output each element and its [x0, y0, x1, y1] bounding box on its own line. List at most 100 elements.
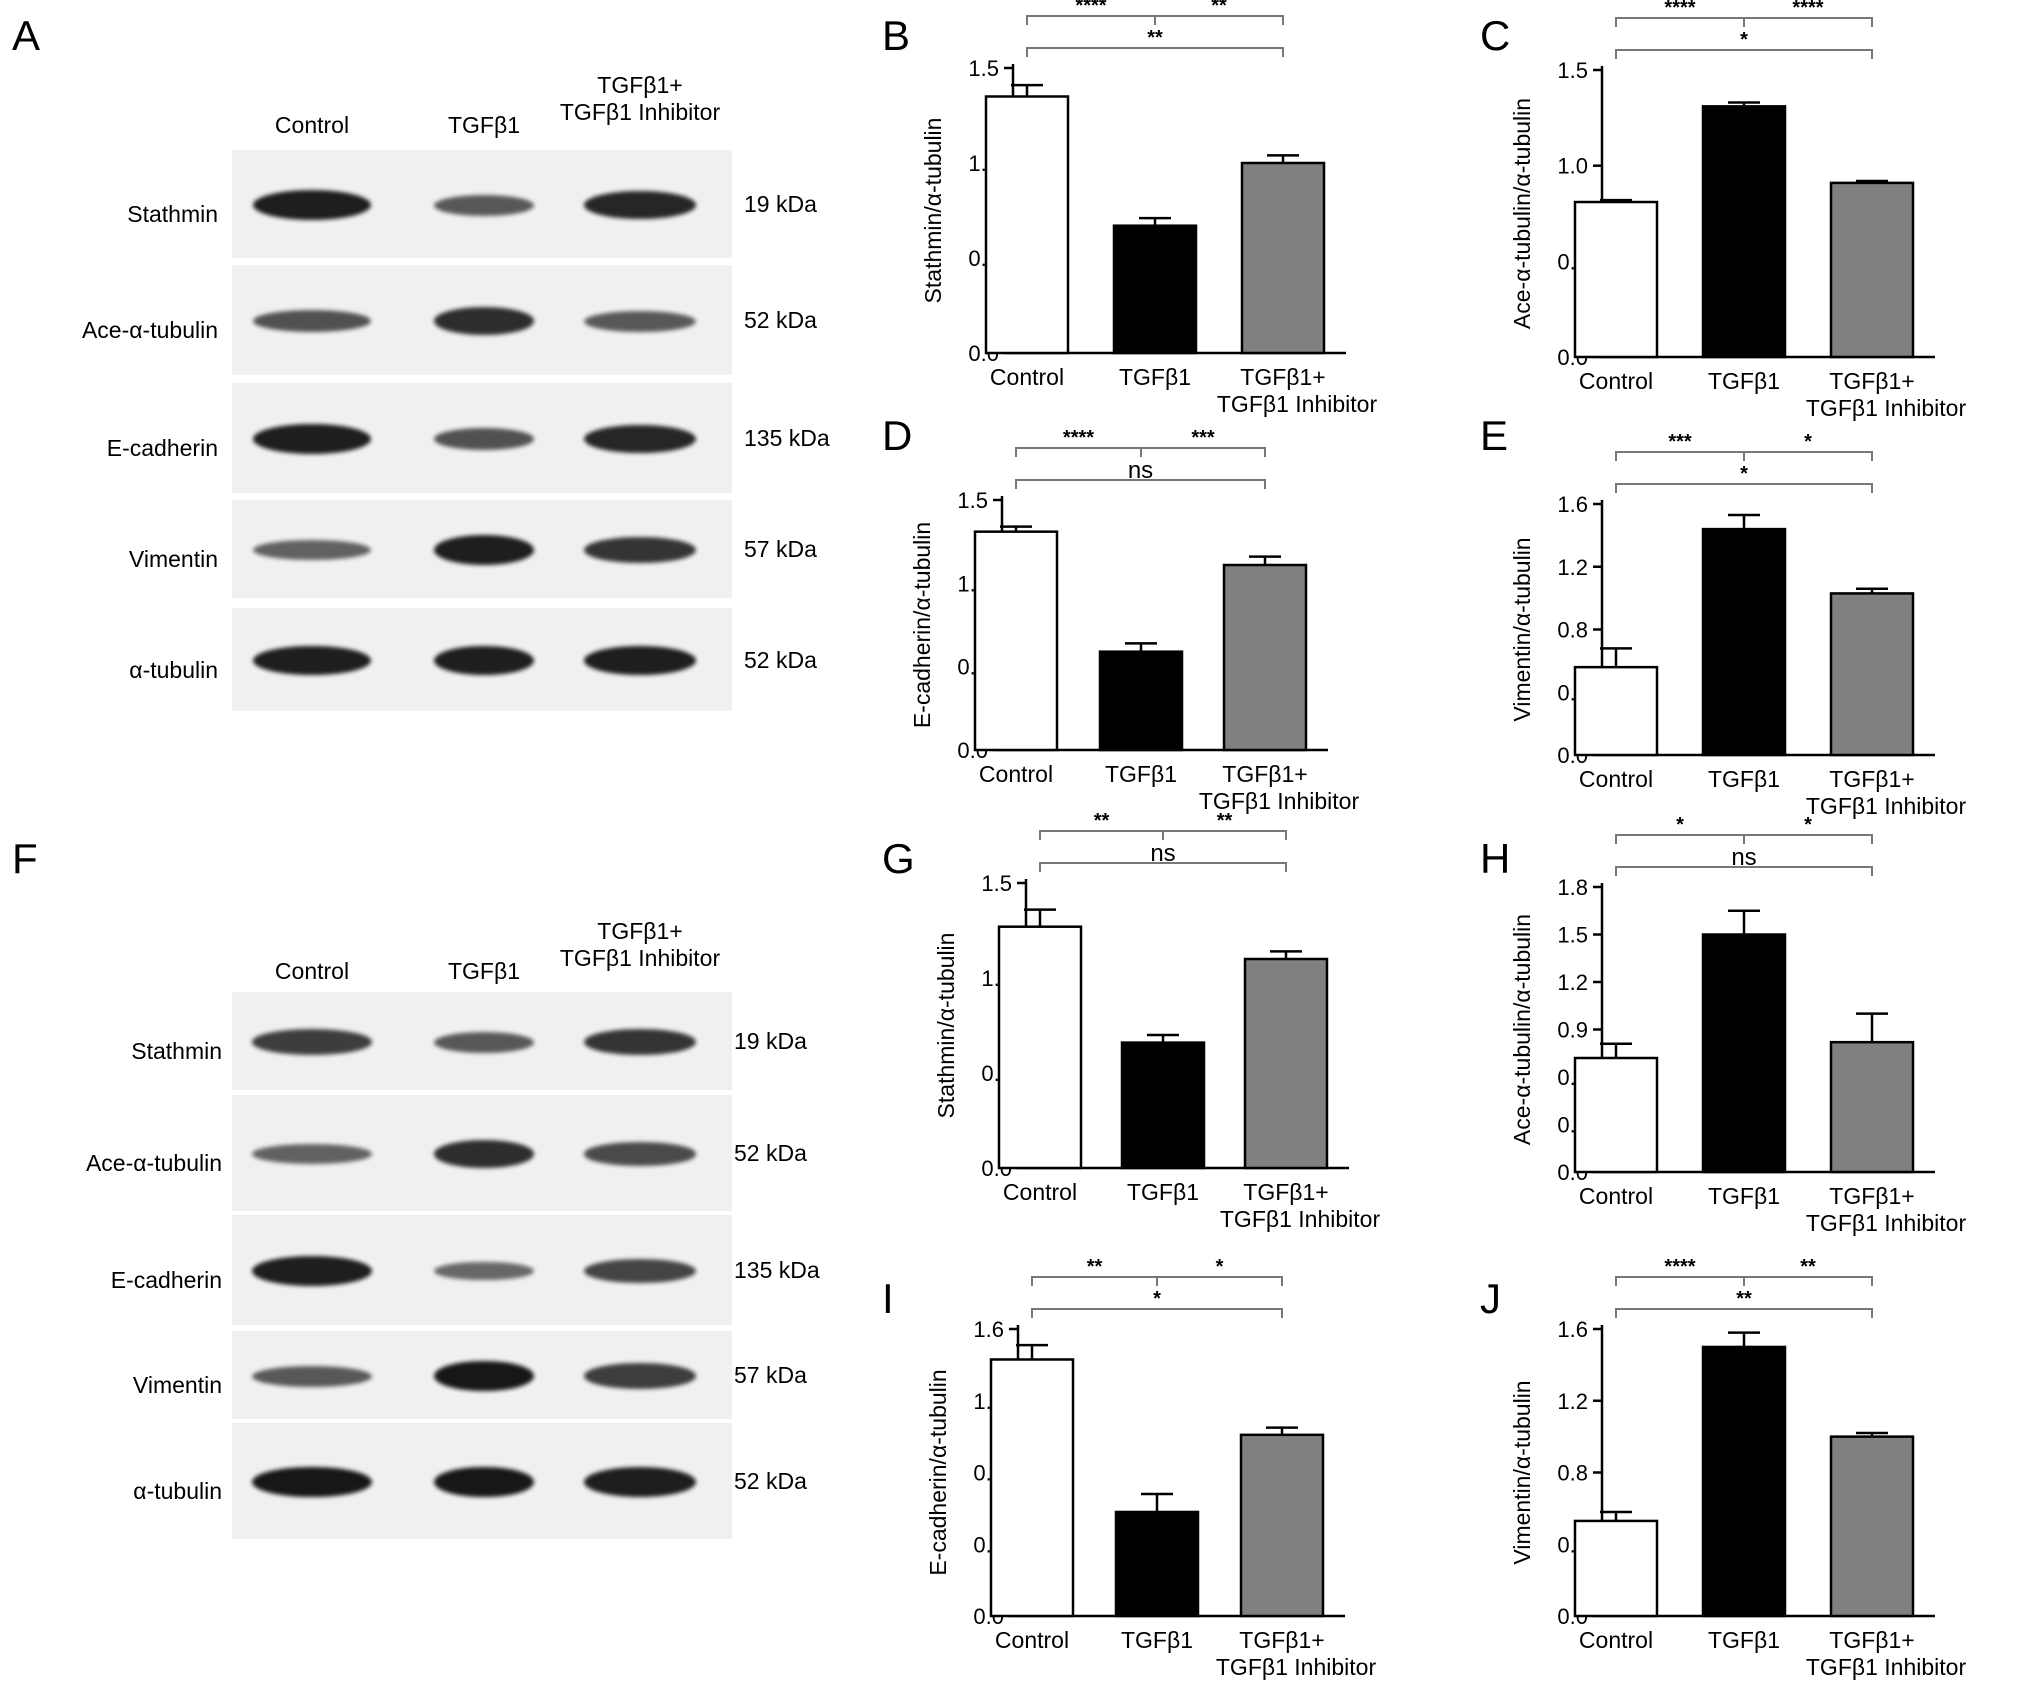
protein-band	[584, 536, 696, 564]
x-tick-label: TGFβ1+ TGFβ1 Inhibitor	[1220, 1179, 1381, 1232]
bar-control	[1573, 1519, 1659, 1618]
bar-inhibitor	[1243, 957, 1329, 1170]
protein-band	[253, 540, 371, 560]
significance-bracket: *	[1743, 814, 1873, 844]
blot-row-label: α-tubulin	[129, 656, 218, 683]
lane-label: Control	[274, 112, 350, 138]
y-tick-label: 1.2	[1557, 1389, 1588, 1414]
significance-label: *	[1153, 1288, 1161, 1310]
bar-inhibitor	[1829, 592, 1915, 757]
y-tick-label: 1.5	[1557, 923, 1588, 948]
protein-band	[434, 645, 534, 676]
protein-band	[584, 1258, 696, 1284]
x-tick-label: TGFβ1+ TGFβ1 Inhibitor	[1199, 761, 1360, 814]
y-axis-label: Vimentin/α-tubulin	[1509, 1380, 1535, 1564]
bar-inhibitor	[1239, 1433, 1325, 1618]
significance-bracket: ****	[1026, 0, 1156, 25]
panel-letter-e: E	[1480, 412, 1509, 459]
blot-row-label: Vimentin	[132, 1372, 222, 1398]
protein-band	[584, 190, 696, 220]
y-tick-label: 1.5	[981, 871, 1012, 896]
significance-label: *	[1676, 814, 1684, 836]
bar-chart-c: 0.00.51.01.5Ace-α-tubulin/α-tubulinContr…	[1509, 0, 1966, 421]
significance-label: **	[1211, 0, 1227, 17]
significance-label: ****	[1792, 0, 1823, 19]
molecular-weight-label: 52 kDa	[734, 1468, 807, 1494]
protein-band	[252, 1365, 372, 1387]
x-tick-label: TGFβ1	[1105, 761, 1177, 787]
protein-band	[253, 424, 371, 454]
x-tick-label: Control	[1003, 1179, 1077, 1205]
bar-inhibitor	[1240, 161, 1326, 355]
protein-band	[252, 1144, 372, 1164]
protein-band	[584, 310, 696, 332]
bar-control	[984, 95, 1070, 355]
significance-bracket: *	[1615, 29, 1873, 59]
x-tick-label: TGFβ1	[1708, 368, 1780, 394]
panel-letter-c: C	[1480, 12, 1511, 59]
blot-row-label: Stathmin	[127, 201, 218, 227]
y-tick-label: 0.9	[1557, 1018, 1588, 1043]
significance-bracket: *	[1156, 1256, 1283, 1286]
bar-tgfb1	[1701, 527, 1787, 757]
significance-bracket: **	[1154, 0, 1284, 25]
significance-label: ***	[1191, 427, 1215, 449]
western-blot-f: Control TGFβ1 TGFβ1+ TGFβ1 Inhibitor Stathmi…	[0, 0, 860, 1560]
significance-label: ns	[1128, 457, 1153, 484]
x-tick-label: TGFβ1+ TGFβ1 Inhibitor	[1806, 766, 1967, 819]
y-axis-label: Stathmin/α-tubulin	[920, 118, 946, 304]
significance-bracket: *	[1743, 431, 1873, 461]
x-tick-label: TGFβ1+ TGFβ1 Inhibitor	[1806, 368, 1967, 421]
blot-row-label: Ace-α-tubulin	[81, 317, 218, 343]
significance-label: **	[1736, 1288, 1752, 1310]
y-axis-label: Ace-α-tubulin/α-tubulin	[1509, 98, 1535, 329]
significance-bracket: **	[1615, 1288, 1873, 1318]
blot-row-label: Ace-α-tubulin	[85, 1150, 222, 1176]
bar-chart-e: 0.00.40.81.21.6Vimentin/α-tubulinControl…	[1509, 431, 1967, 819]
x-tick-label: Control	[1579, 368, 1653, 394]
protein-band	[584, 1467, 696, 1497]
protein-band	[434, 1466, 534, 1498]
significance-bracket: *	[1031, 1288, 1283, 1318]
blot-row-label: Vimentin	[128, 546, 218, 572]
significance-bracket: ****	[1615, 0, 1745, 27]
significance-bracket: ***	[1615, 431, 1745, 461]
significance-label: *	[1740, 29, 1748, 51]
molecular-weight-label: 19 kDa	[744, 191, 817, 217]
lane-label: TGFβ1	[447, 958, 520, 984]
x-tick-label: Control	[1579, 766, 1653, 792]
significance-bracket: ns	[1039, 840, 1287, 872]
bar-chart-j: 0.00.40.81.21.6Vimentin/α-tubulinControl…	[1509, 1256, 1966, 1680]
lane-label: TGFβ1	[447, 112, 520, 138]
molecular-weight-label: 135 kDa	[734, 1257, 820, 1283]
bar-control	[1573, 200, 1659, 359]
x-tick-label: TGFβ1	[1121, 1627, 1193, 1653]
panel-letter-f: F	[12, 835, 38, 882]
x-tick-label: TGFβ1	[1708, 1627, 1780, 1653]
x-tick-label: TGFβ1+ TGFβ1 Inhibitor	[1217, 364, 1378, 417]
y-tick-label: 1.5	[968, 56, 999, 81]
y-tick-label: 1.6	[1557, 492, 1588, 517]
bar-tgfb1	[1098, 650, 1184, 752]
y-tick-label: 1.2	[1557, 970, 1588, 995]
significance-bracket: ns	[1615, 844, 1873, 876]
x-tick-label: TGFβ1	[1127, 1179, 1199, 1205]
protein-band	[252, 1029, 372, 1055]
western-blot-a: Control TGFβ1 TGFβ1+ TGFβ1 Inhibitor Stathmi…	[0, 0, 860, 720]
bar-inhibitor	[1829, 181, 1915, 359]
molecular-weight-label: 57 kDa	[744, 536, 817, 562]
x-tick-label: TGFβ1+ TGFβ1 Inhibitor	[1806, 1183, 1967, 1236]
blot-row-label: E-cadherin	[106, 435, 218, 461]
x-tick-label: Control	[1579, 1627, 1653, 1653]
protein-band	[434, 194, 534, 216]
significance-label: ns	[1150, 840, 1175, 867]
panel-letter-j: J	[1480, 1275, 1501, 1322]
protein-band	[434, 307, 534, 335]
blot-row-label: α-tubulin	[133, 1478, 222, 1504]
y-axis-label: E-cadherin/α-tubulin	[925, 1369, 951, 1575]
significance-label: **	[1094, 810, 1110, 832]
x-tick-label: TGFβ1	[1708, 766, 1780, 792]
significance-label: **	[1147, 27, 1163, 49]
